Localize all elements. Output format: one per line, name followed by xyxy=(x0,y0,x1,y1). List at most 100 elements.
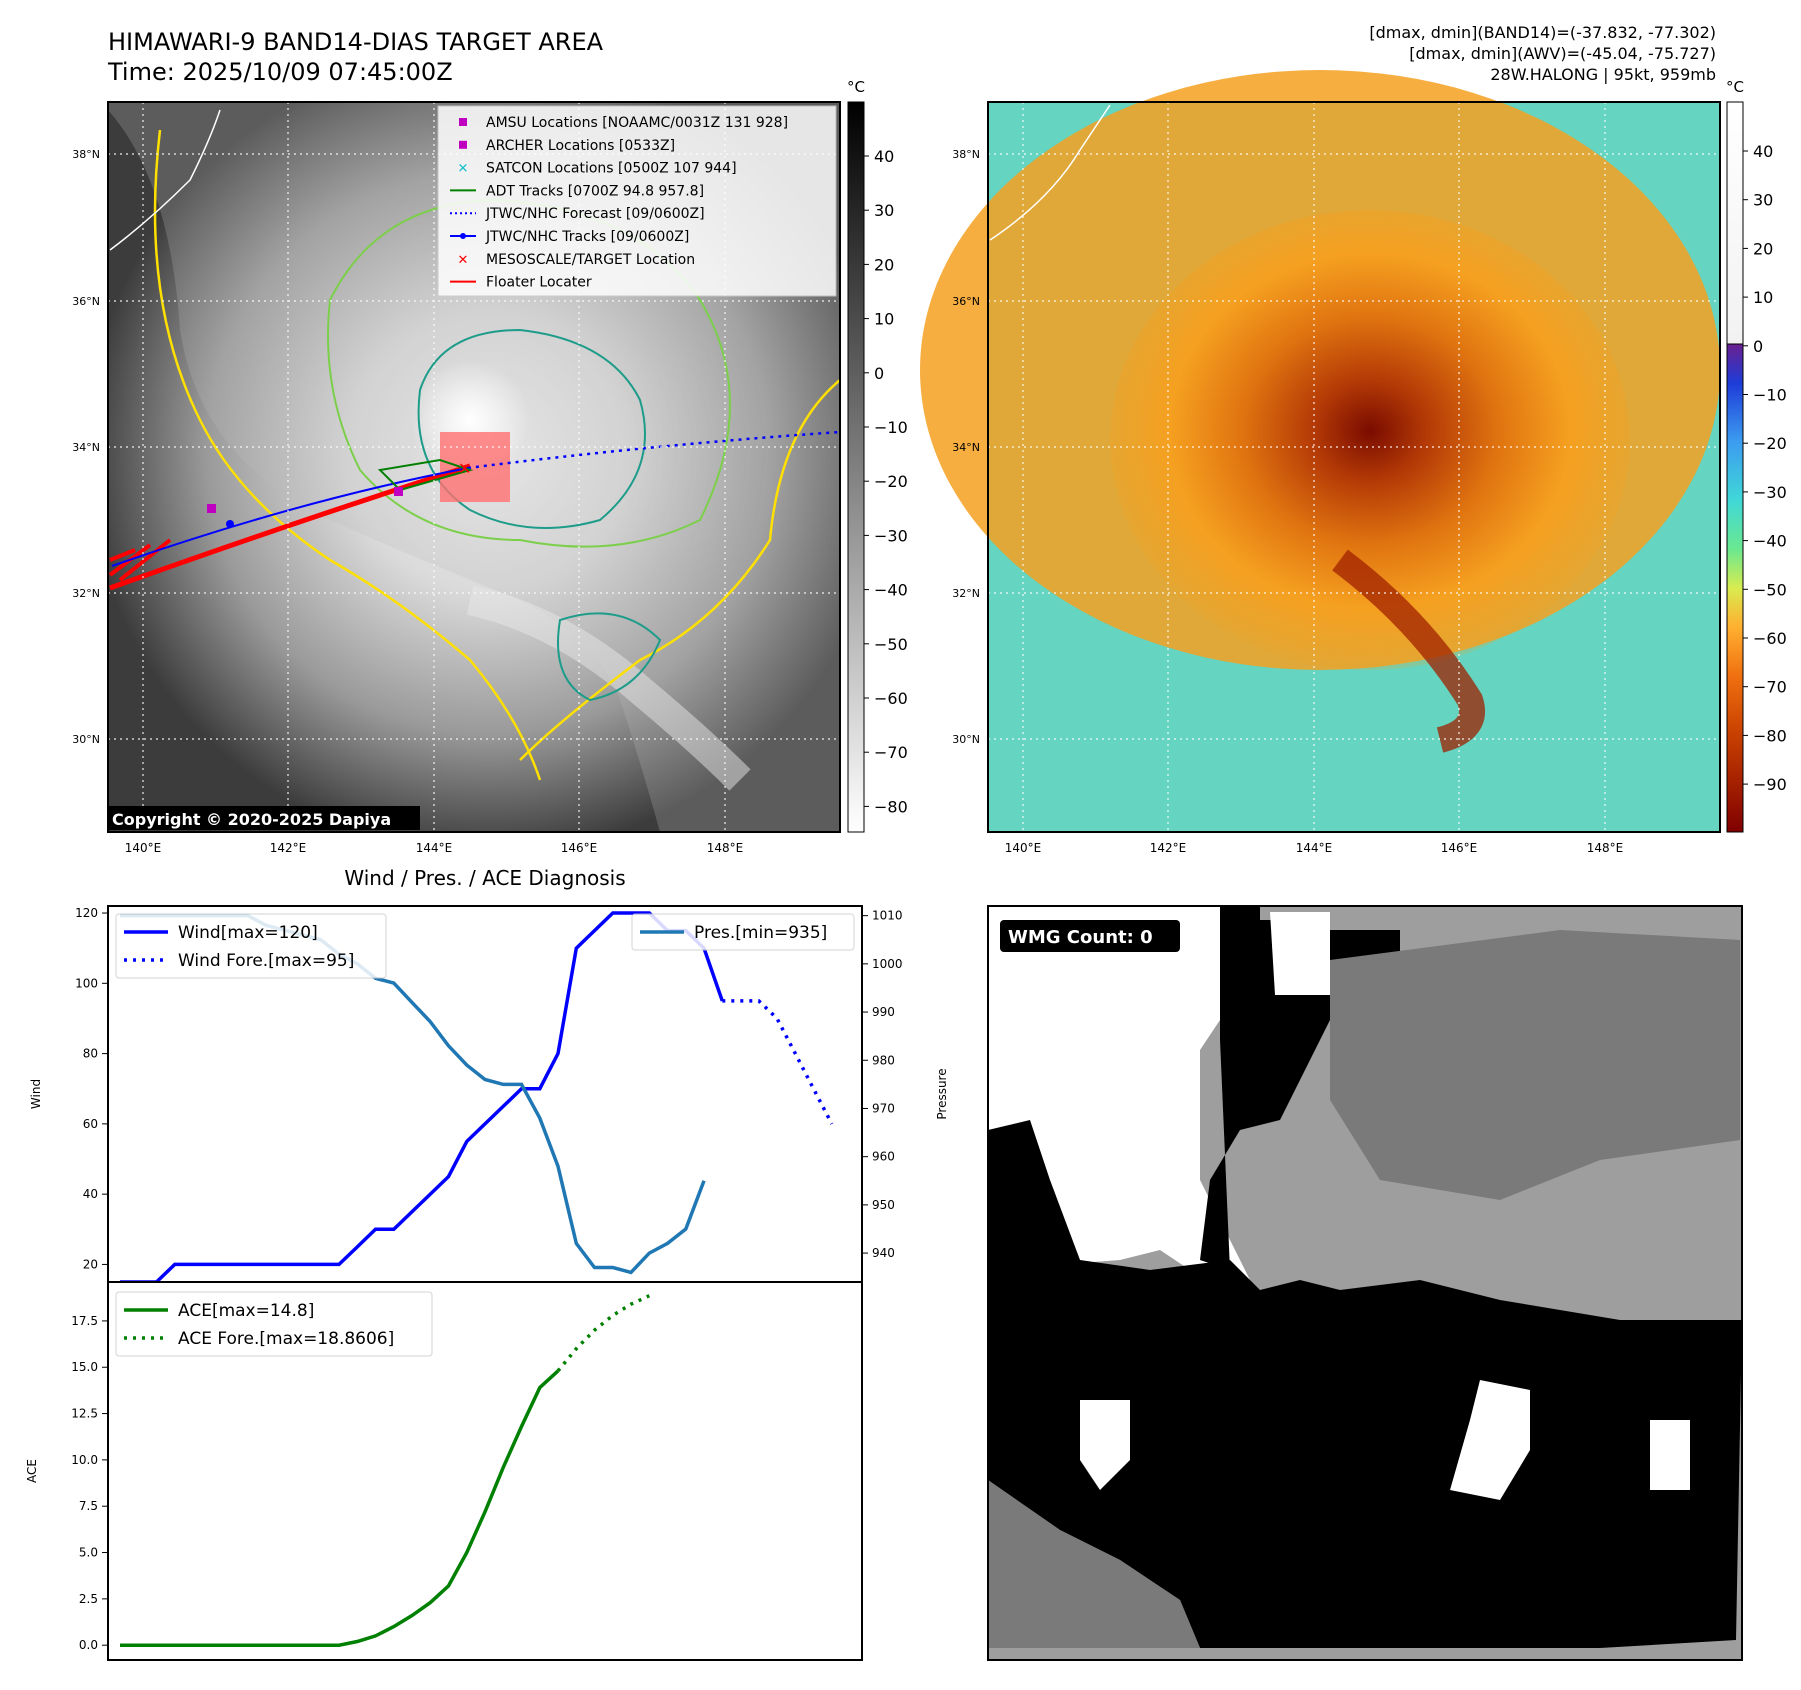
figure-time: Time: 2025/10/09 07:45:00Z xyxy=(107,58,453,86)
wmg-region-white-4 xyxy=(1450,1380,1530,1500)
y-tick-label: 2.5 xyxy=(79,1592,98,1606)
legend-marker-dot xyxy=(460,233,466,239)
awv-coastline xyxy=(989,104,1111,241)
awv-gridlines xyxy=(988,102,1720,832)
y2-tick-label: 990 xyxy=(872,1005,895,1019)
colorbar-tick-label: −10 xyxy=(1753,386,1787,405)
colorbar-tick-label: −40 xyxy=(1753,532,1787,551)
ir-contour-yellow-2 xyxy=(519,379,841,761)
chart-legend xyxy=(115,913,387,979)
colorbar-tick-label: −10 xyxy=(874,418,908,437)
ir-colorbar-ticks: 40 30 20 10 0 −10 −20 −30 −40 −50 −60 −70 −80 xyxy=(864,147,908,816)
legend-label: Wind[max=120] xyxy=(178,923,318,943)
wmg-count-badge xyxy=(1000,920,1180,952)
y2-tick-label: 950 xyxy=(872,1198,895,1212)
wmg-count-text: WMG Count: 0 xyxy=(1008,927,1153,948)
legend-label: Pres.[min=935] xyxy=(694,923,827,943)
awv-colorbar-positive xyxy=(1726,101,1744,345)
colorbar-tick-label: 40 xyxy=(1753,142,1773,161)
y-tick-label: 5.0 xyxy=(79,1546,98,1560)
colorbar-tick-label: 20 xyxy=(874,255,894,274)
lat-tick-label: 34°N xyxy=(952,441,980,454)
legend-label: ARCHER Locations [0533Z] xyxy=(486,138,675,154)
adt-track xyxy=(377,458,474,492)
y-tick-label: 40 xyxy=(83,1187,98,1201)
colorbar-tick-label: −90 xyxy=(1753,775,1787,794)
colorbar-tick-label: −50 xyxy=(1753,580,1787,599)
y2-tick-label: 960 xyxy=(872,1150,895,1164)
wmg-panel: WMG Count: 0 xyxy=(987,905,1743,1661)
chart-legend xyxy=(115,1291,433,1357)
awv-range: [dmax, dmin](AWV)=(-45.04, -75.727) xyxy=(1409,44,1716,63)
awv-colorbar-negative xyxy=(1726,343,1744,833)
colorbar-tick-label: −20 xyxy=(874,472,908,491)
amsu-location-marker xyxy=(207,504,216,513)
lon-tick-label: 148°E xyxy=(707,841,744,855)
copyright-badge xyxy=(108,806,420,830)
ir-legend-entries: AMSU Locations [NOAAMC/0031Z 131 928] ARC… xyxy=(450,115,788,291)
legend-label: ADT Tracks [0700Z 94.8 957.8] xyxy=(486,183,704,199)
colorbar-tick-label: −20 xyxy=(1753,434,1787,453)
mesoscale-target-area xyxy=(440,432,510,502)
lon-tick-label: 146°E xyxy=(561,841,598,855)
colorbar-tick-label: 10 xyxy=(1753,288,1773,307)
legend-label: Floater Locater xyxy=(486,275,592,291)
y-tick-label: 20 xyxy=(83,1257,98,1271)
wmg-region-white-3 xyxy=(1080,1400,1130,1490)
map-axis-labels: 38°N 36°N 34°N 32°N 30°N 140°E 142°E 144°E 146°E… xyxy=(72,148,1623,855)
jtwc-track xyxy=(111,467,469,567)
awv-colorbar-unit: °C xyxy=(1726,78,1744,96)
awv-colorbar-ticks: 40 30 20 10 0 −10 −20 −30 −40 −50 −60 −70 −80 −90 xyxy=(1743,142,1787,794)
y-tick-label: 80 xyxy=(83,1047,98,1061)
legend-label: SATCON Locations [0500Z 107 944] xyxy=(486,161,737,177)
legend-label: ACE Fore.[max=18.8606] xyxy=(178,1329,394,1349)
y2-tick-label: 940 xyxy=(872,1246,895,1260)
awv-storm-core xyxy=(1110,210,1630,670)
y-tick-label: 17.5 xyxy=(71,1314,98,1328)
lat-tick-label: 36°N xyxy=(952,295,980,308)
colorbar-tick-label: −60 xyxy=(874,689,908,708)
ace-axis-label: ACE xyxy=(25,1459,39,1483)
series-line xyxy=(120,1369,560,1647)
y-tick-label: 7.5 xyxy=(79,1499,98,1513)
lon-tick-label: 142°E xyxy=(270,841,307,855)
wind-pressure-chart: 20 40 60 80 100 120 940 950 960 970 980 990 1000 1010… xyxy=(75,905,903,1284)
ir-map-panel: ✕ AMSU Locations [NOAAMC/0031Z 131 928]A… xyxy=(107,101,841,833)
awv-map-panel xyxy=(920,70,1721,833)
legend-label: MESOSCALE/TARGET Location xyxy=(486,252,695,268)
y-tick-label: 120 xyxy=(75,906,98,920)
ir-legend xyxy=(437,105,837,297)
y-tick-label: 15.0 xyxy=(71,1360,98,1374)
legend-label: JTWC/NHC Tracks [09/0600Z] xyxy=(485,229,689,245)
lon-tick-label: 142°E xyxy=(1150,841,1187,855)
floater-locater-track xyxy=(109,463,471,591)
colorbar-tick-label: −70 xyxy=(874,743,908,762)
lat-tick-label: 34°N xyxy=(72,441,100,454)
series-line xyxy=(120,911,724,1284)
awv-rainband xyxy=(1332,549,1485,753)
wind-axis-label: Wind xyxy=(29,1079,43,1109)
y2-tick-label: 970 xyxy=(872,1101,895,1115)
coastline xyxy=(109,109,221,251)
colorbar-tick-label: −40 xyxy=(874,581,908,600)
ir-colorbar xyxy=(847,101,865,833)
wmg-region-gray xyxy=(1330,930,1740,1200)
wmg-region-white-2 xyxy=(1270,912,1330,995)
legend-label: JTWC/NHC Forecast [09/0600Z] xyxy=(485,206,705,222)
colorbar-tick-label: 0 xyxy=(1753,337,1763,356)
lon-tick-label: 148°E xyxy=(1587,841,1624,855)
wmg-region-black-2 xyxy=(988,1120,1742,1648)
ir-colorbar-unit: °C xyxy=(847,78,865,96)
storm-info: 28W.HALONG | 95kt, 959mb xyxy=(1490,65,1716,84)
colorbar-tick-label: 30 xyxy=(1753,191,1773,210)
legend-label: Wind Fore.[max=95] xyxy=(178,951,354,971)
y2-tick-label: 1010 xyxy=(872,909,903,923)
lon-tick-label: 140°E xyxy=(1005,841,1042,855)
ir-rainband xyxy=(466,585,751,791)
lat-tick-label: 32°N xyxy=(72,587,100,600)
ace-chart: 0.0 2.5 5.0 7.5 10.0 12.5 15.0 17.5 ACE[max=14.8… xyxy=(71,1281,863,1661)
lat-tick-label: 36°N xyxy=(72,295,100,308)
lat-tick-label: 38°N xyxy=(952,148,980,161)
